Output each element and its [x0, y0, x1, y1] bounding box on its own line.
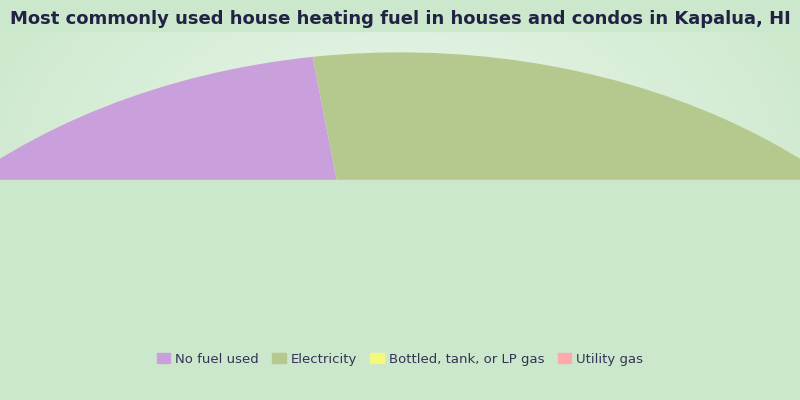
Wedge shape: [0, 57, 338, 400]
Legend: No fuel used, Electricity, Bottled, tank, or LP gas, Utility gas: No fuel used, Electricity, Bottled, tank…: [152, 348, 648, 371]
Text: Most commonly used house heating fuel in houses and condos in Kapalua, HI: Most commonly used house heating fuel in…: [10, 10, 790, 28]
Bar: [0, 180, 800, 355]
Circle shape: [0, 186, 800, 400]
Wedge shape: [313, 52, 800, 400]
